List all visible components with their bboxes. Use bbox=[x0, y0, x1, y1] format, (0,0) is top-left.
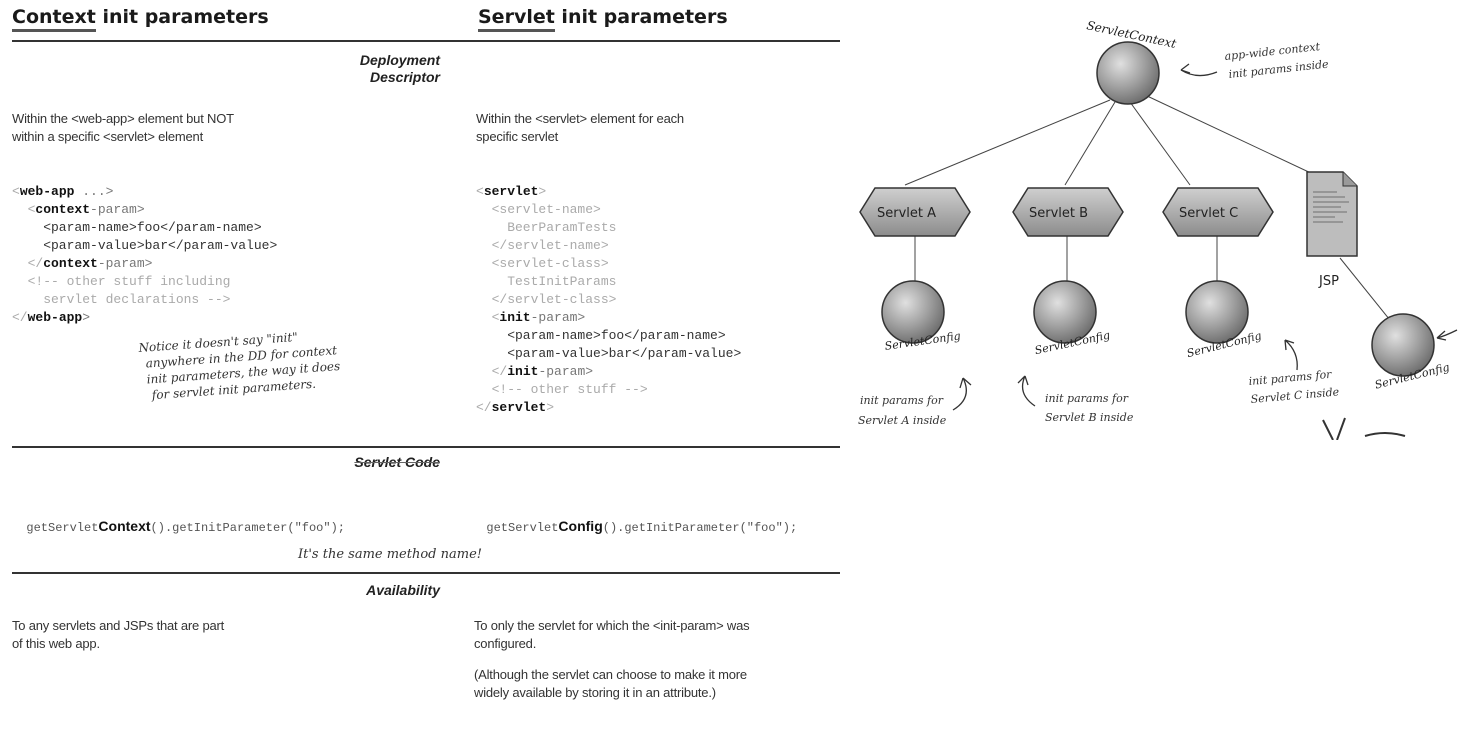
note-a-arrow bbox=[952, 377, 972, 411]
note-c-line: Servlet C inside bbox=[1250, 385, 1340, 406]
context-dd-code: <web-app ...> <context-param> <param-nam… bbox=[12, 165, 277, 345]
servlet-context-node bbox=[1096, 41, 1160, 105]
availability-line: widely available by storing it in an att… bbox=[474, 685, 716, 700]
servlet-config-b-node: ServletConfig bbox=[1033, 280, 1111, 357]
note-b-line: init params for bbox=[1045, 392, 1129, 405]
note-c-line: init params for bbox=[1248, 368, 1333, 388]
header-rule bbox=[12, 40, 840, 42]
servlet-c-label: Servlet C bbox=[1179, 206, 1238, 221]
availability-line: To only the servlet for which the <init-… bbox=[474, 618, 750, 633]
context-column-header: Context init parameters bbox=[12, 6, 269, 32]
code-line: <param-name>foo</param-name> bbox=[476, 328, 726, 343]
code-line: </servlet> bbox=[476, 400, 555, 415]
cropped-figure bbox=[1322, 417, 1406, 440]
deployment-title-line-1: Deployment bbox=[359, 52, 440, 68]
code-line: <context-param> bbox=[12, 202, 145, 217]
code-line: BeerParamTests bbox=[476, 220, 617, 235]
dd-handwritten-note: Notice it doesn't say "init" anywhere in… bbox=[138, 326, 342, 404]
code-section-rule bbox=[12, 446, 840, 448]
context-desc-line: Within the <web-app> element but NOT bbox=[12, 111, 234, 126]
context-desc-line: within a specific <servlet> element bbox=[12, 129, 203, 144]
availability-line: of this web app. bbox=[12, 636, 100, 651]
code-line: <param-value>bar</param-value> bbox=[476, 346, 742, 361]
call-prefix: getServlet bbox=[486, 521, 559, 535]
code-line: </servlet-class> bbox=[476, 292, 617, 307]
availability-line: (Although the servlet can choose to make… bbox=[474, 667, 747, 682]
code-line: <servlet-class> bbox=[476, 256, 609, 271]
servlet-b-node: Servlet B bbox=[1012, 187, 1124, 237]
servlet-config-c-node: ServletConfig bbox=[1185, 280, 1263, 360]
context-header-rest: init parameters bbox=[95, 6, 269, 28]
code-line: </init-param> bbox=[476, 364, 594, 379]
code-line: <servlet> bbox=[476, 184, 547, 199]
servlet-dd-description: Within the <servlet> element for each sp… bbox=[476, 110, 684, 146]
context-availability: To any servlets and JSPs that are part o… bbox=[12, 617, 224, 653]
availability-line: configured. bbox=[474, 636, 537, 651]
servlet-dd-code: <servlet> <servlet-name> BeerParamTests … bbox=[476, 165, 741, 435]
servlet-config-jsp-node: ServletConfig bbox=[1371, 313, 1451, 392]
availability-title: Availability bbox=[366, 582, 440, 598]
code-line: TestInitParams bbox=[476, 274, 617, 289]
context-note-arrowhead bbox=[1180, 63, 1191, 74]
servlet-a-label: Servlet A bbox=[877, 206, 936, 221]
call-bold: Config bbox=[558, 518, 603, 534]
context-code-call: getServletContext().getInitParameter("fo… bbox=[12, 504, 345, 535]
servlet-header-rest: init parameters bbox=[554, 6, 728, 28]
deployment-title-line-2: Descriptor bbox=[369, 69, 440, 85]
code-line: <servlet-name> bbox=[476, 202, 601, 217]
call-bold: Context bbox=[98, 518, 151, 534]
servlet-config-a-node: ServletConfig bbox=[881, 280, 961, 353]
code-line: </context-param> bbox=[12, 256, 153, 271]
call-prefix: getServlet bbox=[26, 521, 99, 535]
note-a-line: Servlet A inside bbox=[858, 414, 947, 427]
note-c-arrow bbox=[1284, 339, 1298, 371]
code-line: <param-value>bar</param-value> bbox=[12, 238, 278, 253]
note-b-line: Servlet B inside bbox=[1045, 411, 1134, 424]
jsp-label: JSP bbox=[1318, 274, 1339, 289]
availability-line: To any servlets and JSPs that are part bbox=[12, 618, 225, 633]
context-note-arrow bbox=[1180, 69, 1218, 77]
config-jsp-arrow bbox=[1436, 329, 1458, 341]
servlet-desc-line: Within the <servlet> element for each bbox=[476, 111, 684, 126]
call-suffix: ().getInitParameter("foo"); bbox=[602, 521, 798, 535]
servlet-code-title: Servlet Code bbox=[354, 454, 440, 470]
code-line: servlet declarations --> bbox=[12, 292, 231, 307]
servlet-header-emph: Servlet bbox=[478, 6, 555, 32]
code-line: <!-- other stuff including bbox=[12, 274, 231, 289]
note-a-line: init params for bbox=[860, 394, 944, 407]
servlet-c-node: Servlet C bbox=[1162, 187, 1274, 237]
note-b-arrow bbox=[1017, 375, 1036, 407]
connector-lines bbox=[904, 94, 1399, 331]
servlet-context-diagram: ServletContext app-wide context init par… bbox=[858, 18, 1458, 440]
code-line: <init-param> bbox=[476, 310, 586, 325]
code-line: </web-app> bbox=[12, 310, 91, 325]
context-dd-description: Within the <web-app> element but NOT wit… bbox=[12, 110, 234, 146]
servlet-b-label: Servlet B bbox=[1029, 206, 1088, 221]
call-suffix: ().getInitParameter("foo"); bbox=[150, 521, 345, 535]
context-header-emph: Context bbox=[12, 6, 96, 32]
code-line: </servlet-name> bbox=[476, 238, 609, 253]
jsp-node: JSP bbox=[1306, 171, 1358, 289]
servlet-desc-line: specific servlet bbox=[476, 129, 559, 144]
servlet-column-header: Servlet init parameters bbox=[478, 6, 728, 32]
code-line: <param-name>foo</param-name> bbox=[12, 220, 262, 235]
servlet-code-call: getServletConfig().getInitParameter("foo… bbox=[472, 504, 797, 535]
code-line: <web-app ...> bbox=[12, 184, 114, 199]
code-line: <!-- other stuff --> bbox=[476, 382, 648, 397]
availability-rule bbox=[12, 572, 840, 574]
servlet-availability: To only the servlet for which the <init-… bbox=[474, 617, 750, 702]
servlet-a-node: Servlet A bbox=[859, 187, 971, 237]
same-method-note: It's the same method name! bbox=[298, 547, 482, 562]
deployment-descriptor-title: Deployment Descriptor bbox=[300, 52, 440, 86]
